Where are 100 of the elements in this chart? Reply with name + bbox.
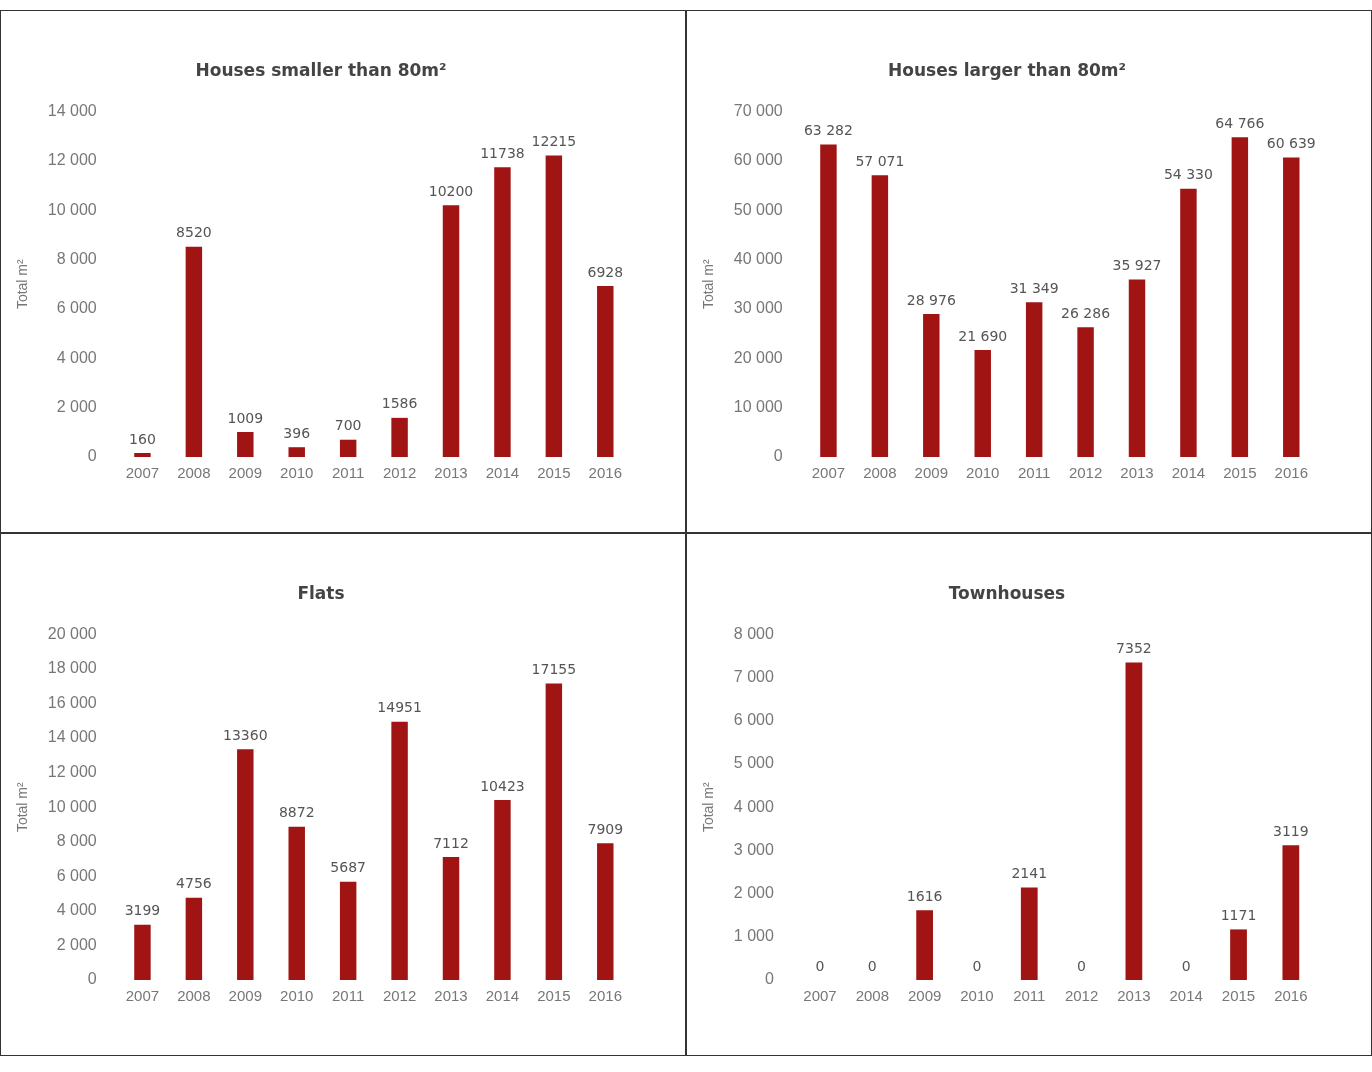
data-label: 0 [815,957,825,974]
x-tick-label: 2013 [434,987,468,1005]
x-tick-label: 2008 [855,987,889,1005]
bar [339,439,357,457]
x-tick-label: 2013 [1117,987,1151,1005]
data-label: 0 [867,957,877,974]
y-tick-label: 5 000 [733,754,774,772]
y-tick-label: 2 000 [56,935,97,953]
chart-title: Flats [297,582,345,603]
bar [1283,157,1300,457]
data-label: 160 [129,430,156,447]
y-axis-title: Total m² [14,781,31,833]
data-label: 21 690 [958,327,1008,344]
x-tick-label: 2013 [434,464,468,482]
x-tick-label: 2016 [1274,987,1308,1005]
bar [820,144,837,457]
x-tick-label: 2007 [125,464,160,482]
y-tick-label: 2 000 [56,398,97,416]
chart-title: Townhouses [948,582,1066,603]
data-label: 0 [972,957,982,974]
bar [1180,188,1197,457]
data-label: 64 766 [1215,114,1265,131]
x-tick-label: 2007 [811,464,846,482]
data-label: 3199 [124,902,161,919]
bar [288,447,305,457]
x-tick-label: 2015 [1221,987,1256,1005]
data-label: 0 [1077,957,1087,974]
x-tick-label: 2012 [1064,987,1099,1005]
bar [237,749,254,980]
data-label: 10200 [428,182,474,199]
y-tick-label: 14 000 [47,101,97,119]
y-tick-label: 8 000 [733,624,774,642]
y-tick-label: 3 000 [733,840,774,858]
y-tick-label: 20 000 [733,348,783,366]
data-label: 2141 [1011,865,1048,882]
x-tick-label: 2014 [1171,464,1206,482]
bar [1020,887,1038,980]
data-label: 63 282 [803,122,853,139]
x-tick-label: 2012 [382,464,417,482]
data-label: 8872 [278,804,315,821]
data-label: 13360 [223,726,268,743]
x-tick-label: 2009 [228,987,262,1005]
bar [545,683,563,980]
y-tick-label: 6 000 [56,866,97,884]
bar [1077,327,1094,457]
bar [597,285,614,457]
data-label: 1586 [381,395,418,412]
x-tick-label: 2015 [537,987,571,1005]
x-tick-label: 2008 [177,987,211,1005]
x-tick-label: 2008 [177,464,211,482]
x-tick-label: 2016 [1274,464,1308,482]
y-tick-label: 12 000 [47,151,97,169]
data-label: 7352 [1116,640,1152,657]
bar [916,910,933,980]
data-label: 8520 [176,224,212,241]
data-label: 57 071 [855,152,905,169]
y-tick-label: 60 000 [733,151,783,169]
y-tick-label: 50 000 [733,200,783,218]
data-label: 6928 [587,263,624,280]
y-tick-label: 20 000 [47,624,97,642]
bar [494,167,511,457]
y-tick-label: 12 000 [47,763,97,781]
y-tick-label: 10 000 [47,797,97,815]
data-label: 700 [334,417,362,434]
y-tick-label: 10 000 [733,398,783,416]
bar [871,175,889,457]
y-tick-label: 0 [87,970,97,988]
bar [974,349,991,457]
x-tick-label: 2012 [1068,464,1103,482]
y-tick-label: 2 000 [733,884,774,902]
x-tick-label: 2015 [1223,464,1257,482]
chart-title: Houses smaller than 80m² [195,59,447,80]
bar [1125,662,1143,980]
x-tick-label: 2010 [280,464,314,482]
data-label: 35 927 [1112,257,1162,274]
y-tick-label: 1 000 [733,927,774,945]
y-tick-label: 14 000 [47,728,97,746]
data-label: 396 [283,424,311,441]
bar [923,313,940,457]
y-tick-label: 10 000 [47,200,97,218]
y-axis-title: Total m² [14,258,31,310]
x-tick-label: 2009 [228,464,262,482]
y-tick-label: 40 000 [733,249,783,267]
bar [1128,279,1146,457]
data-label: 11738 [480,144,525,161]
bar [237,432,254,457]
bar [1230,929,1247,980]
data-label: 1616 [906,887,943,904]
data-label: 17155 [531,661,577,678]
bar [185,897,203,980]
x-tick-label: 2011 [1018,464,1051,482]
chart-title: Houses larger than 80m² [888,59,1126,80]
bar [288,826,305,980]
bar [134,453,151,457]
bar [494,799,511,980]
y-tick-label: 0 [773,447,783,465]
x-tick-label: 2016 [588,464,622,482]
data-label: 12215 [531,133,577,150]
data-label: 3119 [1273,822,1309,839]
y-tick-label: 16 000 [47,693,97,711]
